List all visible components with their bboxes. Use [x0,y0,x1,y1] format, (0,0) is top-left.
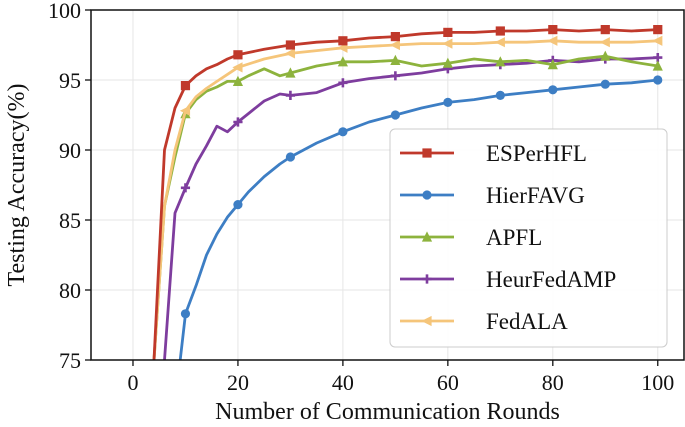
legend-item: HierFAVG [400,183,585,208]
data-point [338,127,348,137]
x-tick-label: 40 [332,370,354,395]
data-point [285,152,296,162]
data-point [338,36,348,46]
data-point [495,90,505,100]
data-point [233,200,243,210]
y-tick-label: 80 [59,278,81,303]
data-point [600,25,610,35]
legend-marker [421,315,432,327]
x-tick-label: 80 [542,370,564,395]
y-tick-label: 95 [59,68,81,93]
legend-marker [422,148,432,158]
data-point [180,183,191,193]
legend-item: HeurFedAMP [400,267,616,292]
ticks: 0 20 40 60 80 100 75 80 85 90 95 100 [48,0,674,395]
legend-item: ESPerHFL [400,141,587,166]
series-apfl [152,50,663,360]
y-tick-label: 75 [59,348,81,373]
data-point [232,75,244,86]
x-tick-label: 0 [127,370,138,395]
data-point [390,32,400,42]
series-hierfavg [178,75,663,360]
data-point [652,35,663,46]
data-point [653,25,663,35]
series-esperhfl [152,25,663,360]
data-point [232,62,243,73]
series-layer [152,25,663,360]
x-tick-label: 20 [227,370,249,395]
x-tick-label: 100 [641,370,674,395]
data-point [495,56,506,67]
series-line [152,54,659,360]
data-point [600,50,611,61]
data-point [233,117,243,127]
data-point [547,59,558,70]
data-point [180,81,191,91]
data-point [442,57,453,68]
data-point [285,90,296,100]
legend-marker [422,190,432,200]
data-point [494,37,505,48]
data-point [390,110,400,120]
data-point [285,40,296,50]
data-point [180,309,191,319]
y-tick-label: 90 [59,138,81,163]
data-point [233,50,243,60]
data-point [548,25,558,35]
legend-label: APFL [486,225,542,250]
data-point [338,78,348,88]
data-point [179,105,191,116]
data-point [495,26,505,36]
data-point [600,79,610,89]
data-point [653,75,663,85]
data-point [652,60,663,71]
x-axis-label: Number of Communication Rounds [215,399,560,425]
data-point [442,38,453,49]
data-point [389,39,400,51]
x-tick-label: 60 [437,370,459,395]
data-point [390,71,400,81]
data-point [443,27,453,37]
y-tick-label: 85 [59,208,81,233]
legend-marker [422,274,432,284]
legend-label: ESPerHFL [486,141,587,166]
data-point [599,37,610,48]
y-axis-label: Testing Accuracy(%) [4,84,30,287]
legend-marker [421,231,433,242]
legend-label: FedALA [486,309,568,334]
legend: ESPerHFL HierFAVG APFL HeurFedAMP FedALA [389,128,668,348]
legend-item: APFL [400,225,542,250]
legend-item: FedALA [400,309,568,334]
plot-frame [90,9,685,361]
data-point [547,35,558,46]
y-tick-label: 100 [48,0,81,23]
data-point [443,97,453,107]
legend-box [389,128,668,348]
data-point [285,67,296,78]
data-point [284,48,296,59]
series-fedala [152,35,663,360]
legend-label: HeurFedAMP [486,267,616,292]
data-point [337,56,348,67]
data-point [390,54,401,65]
legend-label: HierFAVG [486,183,585,208]
data-point [548,85,558,95]
